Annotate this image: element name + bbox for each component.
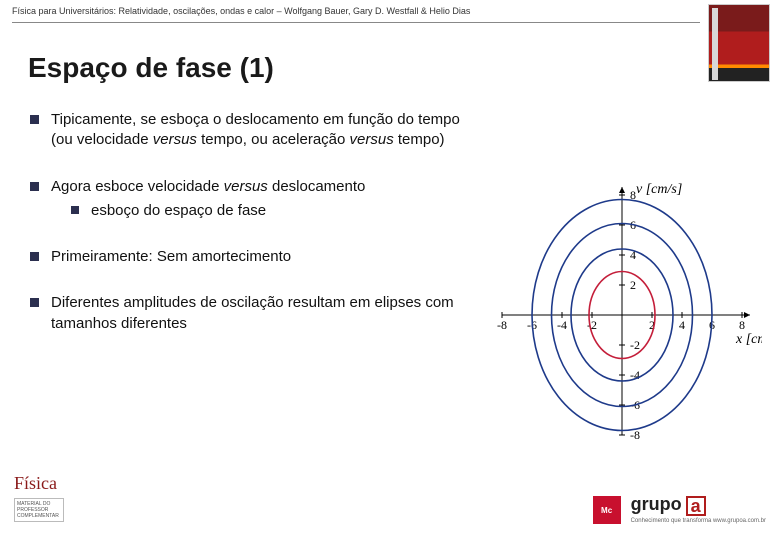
- bullet-list: Tipicamente, se esboça o deslocamento em…: [30, 110, 480, 360]
- bullet-item: Agora esboce velocidade versus deslocame…: [30, 177, 480, 222]
- bullet-item: Tipicamente, se esboça o deslocamento em…: [30, 110, 480, 151]
- svg-text:2: 2: [630, 278, 636, 292]
- grupo-a-logo: grupoa: [631, 494, 766, 516]
- svg-text:-4: -4: [557, 318, 567, 332]
- bullet-marker: [30, 298, 39, 307]
- svg-text:-2: -2: [630, 338, 640, 352]
- svg-text:v [cm/s]: v [cm/s]: [636, 182, 682, 197]
- bullet-marker: [30, 115, 39, 124]
- bullet-marker: [30, 182, 39, 191]
- bullet-item: Primeiramente: Sem amortecimento: [30, 247, 480, 267]
- grupo-subtext: Conhecimento que transforma www.grupoa.c…: [631, 518, 766, 524]
- svg-text:-8: -8: [497, 318, 507, 332]
- bullet-text: Primeiramente: Sem amortecimento: [51, 247, 291, 267]
- brand-mini-text: MATERIAL DO PROFESSOR COMPLEMENTAR: [14, 498, 64, 522]
- grupo-text: grupo: [631, 494, 682, 514]
- header-text: Física para Universitários: Relatividade…: [12, 6, 700, 16]
- brand-fisica: Física: [14, 473, 88, 494]
- footer-brand-right: Mc grupoa Conhecimento que transforma ww…: [593, 494, 766, 524]
- bullet-text: Diferentes amplitudes de oscilação resul…: [51, 293, 480, 334]
- bullet-text: Tipicamente, se esboça o deslocamento em…: [51, 110, 480, 151]
- bullet-marker: [71, 206, 79, 214]
- header-rule: [12, 22, 700, 23]
- svg-text:8: 8: [739, 318, 745, 332]
- svg-text:4: 4: [679, 318, 685, 332]
- slide-title: Espaço de fase (1): [28, 52, 274, 84]
- sub-bullet-item: esboço do espaço de fase: [51, 201, 365, 221]
- mcgraw-hill-logo: Mc: [593, 496, 621, 524]
- bullet-text: Agora esboce velocidade versus deslocame…: [51, 177, 365, 197]
- grupo-a-box: a: [686, 496, 706, 516]
- book-cover-thumbnail: [708, 4, 770, 82]
- footer-brand-left: Física MATERIAL DO PROFESSOR COMPLEMENTA…: [14, 473, 88, 522]
- bullet-marker: [30, 252, 39, 261]
- sub-bullet-text: esboço do espaço de fase: [91, 201, 266, 221]
- svg-text:x [cm]: x [cm]: [735, 332, 762, 347]
- bullet-item: Diferentes amplitudes de oscilação resul…: [30, 293, 480, 334]
- phase-space-chart: -8-6-4-22468-8-6-4-22468v [cm/s]x [cm]: [482, 180, 762, 450]
